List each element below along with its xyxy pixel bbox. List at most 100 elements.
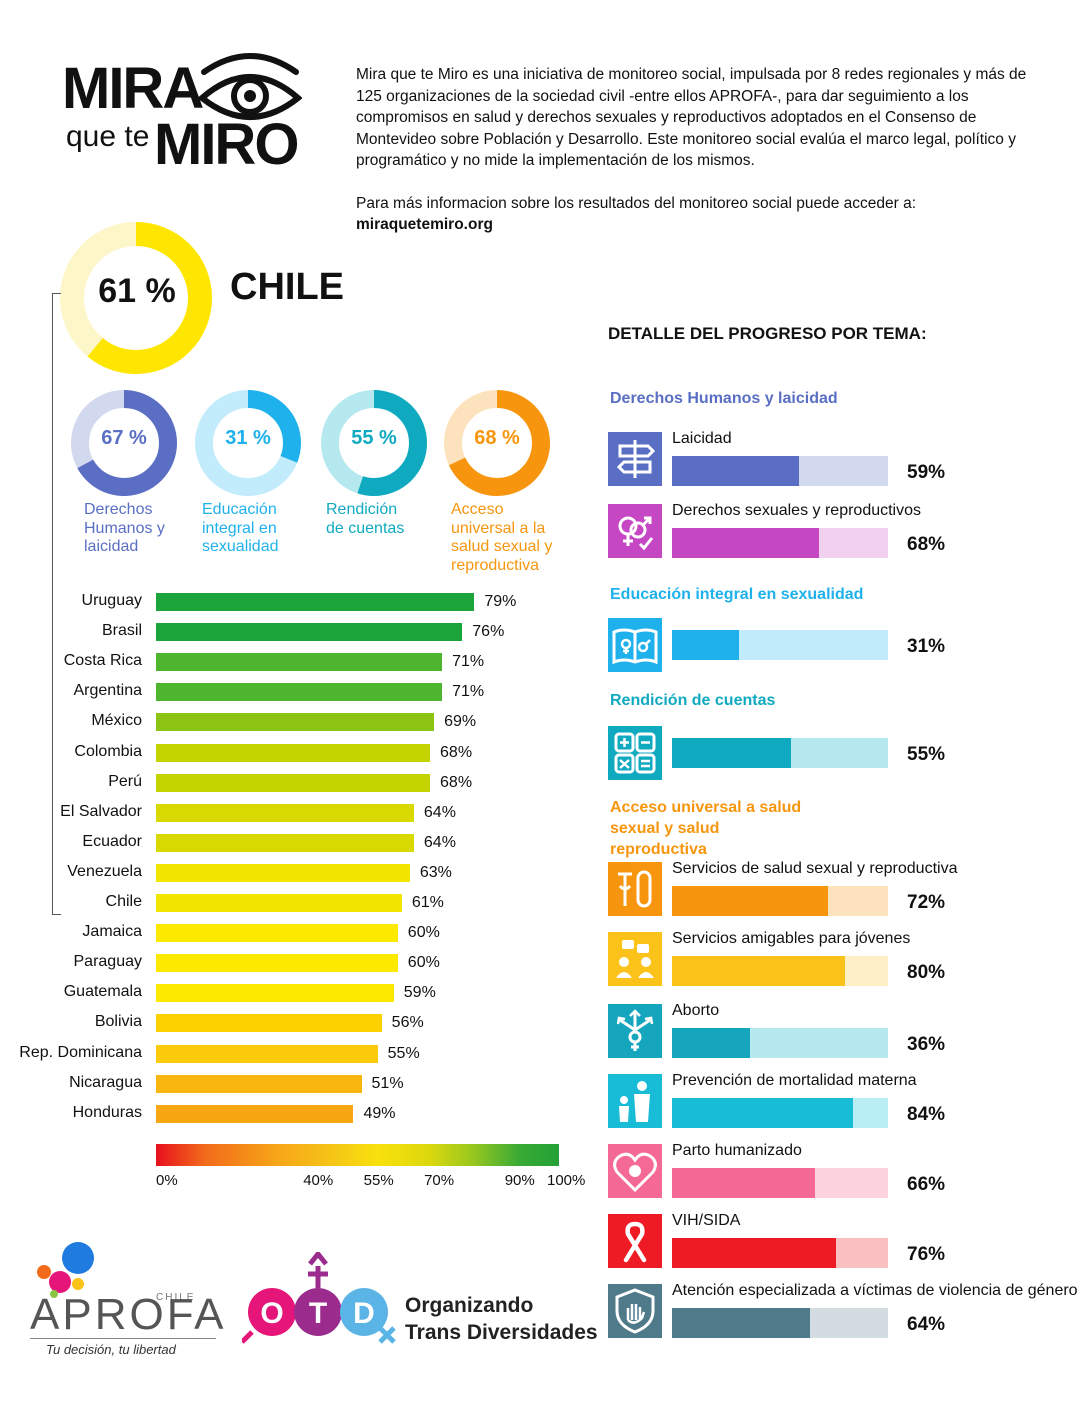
- chile-score-arc: [60, 222, 212, 374]
- svg-text:T: T: [309, 1297, 327, 1330]
- topic-value-rendicion-de-cuentas: 55%: [907, 744, 946, 765]
- calculator-icon: [608, 726, 662, 780]
- topic-bar-fill-vih-sida: [672, 1238, 837, 1268]
- topic-label-derechos-sexuales-y-reproductivos: Derechos sexuales y reproductivos: [672, 502, 922, 519]
- youth-chat-icon: [608, 932, 662, 986]
- country-value-mexico: 69%: [444, 713, 477, 731]
- topic-value-aborto: 36%: [907, 1034, 946, 1055]
- topic-value-servicios-amigables-para-jovenes: 80%: [907, 962, 946, 983]
- aprofa-divider: [30, 1338, 216, 1339]
- topic-label-prevencion-de-mortalidad-materna: Prevención de mortalidad materna: [672, 1072, 917, 1089]
- topic-bar-fill-derechos-sexuales-y-reproductivos: [672, 528, 819, 558]
- topic-label-servicios-de-salud-sexual-y-reproductiva: Servicios de salud sexual y reproductiva: [672, 860, 958, 877]
- detail-title: DETALLE DEL PROGRESO POR TEMA:: [608, 324, 927, 343]
- aprofa-dots-icon: [37, 1242, 94, 1298]
- donut-acceso-value: 68 %: [474, 427, 520, 449]
- country-label-mexico: México: [91, 712, 142, 730]
- country-value-venezuela: 63%: [419, 863, 452, 881]
- more-info: Para más informacion sobre los resultado…: [356, 193, 1056, 236]
- country-value-nicaragua: 51%: [371, 1074, 404, 1092]
- topic-bar-track: [672, 1238, 888, 1268]
- country-bar-peru: [156, 773, 431, 792]
- donut-arc-derechos-humanos-y-laicidad: [71, 390, 177, 496]
- topic-label-aborto: Aborto: [672, 1002, 720, 1019]
- country-bar-venezuela: [156, 863, 410, 882]
- scale-tick-55: 55%: [363, 1172, 394, 1189]
- donut-rendicion: [318, 387, 430, 499]
- topic-bar-fill-aborto: [672, 1028, 750, 1058]
- topic-label-laicidad: Laicidad: [672, 430, 732, 447]
- aprofa-logo-text: APROFA: [30, 1290, 227, 1339]
- country-value-jamaica: 60%: [407, 924, 440, 942]
- topic-bar-track: [672, 1308, 888, 1338]
- country-label-chile: Chile: [105, 893, 142, 910]
- country-bar-jamaica: [156, 924, 398, 943]
- topic-bar-track: [672, 528, 888, 558]
- medical-services-icon: [608, 862, 662, 916]
- intro-paragraph: Mira que te Miro es una iniciativa de mo…: [356, 66, 1027, 169]
- topic-value-prevencion-de-mortalidad-materna: 84%: [907, 1104, 946, 1125]
- country-value-argentina: 71%: [452, 683, 485, 701]
- topic-bar-fill-parto-humanizado: [672, 1168, 815, 1198]
- donut-educacion: [192, 387, 304, 499]
- donut-rendicion-value: 55 %: [351, 427, 397, 449]
- eye-icon: [198, 53, 302, 120]
- country-value-el-salvador: 64%: [423, 803, 456, 821]
- donut-educacion-value: 31 %: [225, 427, 271, 449]
- aprofa-tagline: Tu decisión, tu libertad: [46, 1342, 176, 1357]
- donut-acceso-label: Acceso universal a la salud sexual y rep…: [451, 501, 553, 574]
- country-bar-paraguay: [156, 954, 398, 973]
- book-icon: [608, 618, 662, 672]
- topic-value-parto-humanizado: 66%: [907, 1174, 946, 1195]
- country-title: CHILE: [230, 266, 344, 308]
- topic-value-educacion-integral-en-sexualidad: 31%: [907, 636, 946, 657]
- chile-score-donut: [60, 222, 212, 374]
- country-bar-bolivia: [156, 1014, 382, 1033]
- scale-tick-40: 40%: [303, 1172, 334, 1189]
- logo-miro-text: MIRO: [154, 112, 299, 177]
- topic-bar-track: [672, 1028, 888, 1058]
- country-label-venezuela: Venezuela: [67, 862, 142, 880]
- country-value-bolivia: 56%: [391, 1014, 424, 1032]
- country-value-guatemala: 59%: [403, 984, 436, 1002]
- country-bar-ecuador: [156, 833, 414, 852]
- country-bar-brasil: [156, 623, 463, 642]
- section-title-derechos-humanos-y-laicidad: Derechos Humanos y laicidad: [610, 390, 838, 407]
- topic-bar-fill-educacion-integral-en-sexualidad: [672, 630, 739, 660]
- country-bar-nicaragua: [156, 1074, 362, 1093]
- topic-label-vih-sida: VIH/SIDA: [672, 1212, 741, 1229]
- chile-score-label: 61 %: [98, 272, 176, 310]
- section-title-acceso-universal-a-salud-sexual-y-salud-reproductiva: Acceso universal a salud sexual y salud …: [610, 799, 802, 858]
- otd-name-line1: Organizando: [405, 1294, 534, 1317]
- topic-bar-fill-servicios-amigables-para-jovenes: [672, 956, 845, 986]
- topic-value-vih-sida: 76%: [907, 1244, 946, 1265]
- topic-bar-fill-rendicion-de-cuentas: [672, 738, 791, 768]
- country-label-brasil: Brasil: [101, 622, 142, 640]
- country-bar-mexico: [156, 713, 435, 732]
- mother-child-icon: [608, 1074, 662, 1128]
- aprofa-country: CHILE: [156, 1292, 196, 1303]
- country-label-peru: Perú: [108, 772, 142, 790]
- donut-derechos-humanos-value: 67 %: [101, 427, 147, 449]
- svg-text:D: D: [353, 1297, 375, 1330]
- gender-symbols-icon: [608, 504, 662, 558]
- country-label-paraguay: Paraguay: [73, 953, 143, 971]
- topic-bar-track: [672, 630, 888, 660]
- scale-tick-90: 90%: [504, 1172, 535, 1189]
- country-label-jamaica: Jamaica: [82, 923, 142, 941]
- country-label-bolivia: Bolivia: [94, 1013, 142, 1031]
- country-label-guatemala: Guatemala: [63, 983, 142, 1001]
- country-label-ecuador: Ecuador: [82, 832, 142, 850]
- scale-tick-100: 100%: [547, 1172, 586, 1189]
- svg-text:O: O: [260, 1297, 283, 1330]
- country-label-el-salvador: El Salvador: [60, 802, 142, 820]
- topic-value-derechos-sexuales-y-reproductivos: 68%: [907, 534, 946, 555]
- heart-baby-icon: [608, 1144, 662, 1198]
- color-scale-bar: [156, 1144, 559, 1166]
- more-info-text: Para más informacion sobre los resultado…: [356, 194, 917, 212]
- site-link[interactable]: miraquetemiro.org: [356, 216, 493, 233]
- country-value-ecuador: 64%: [423, 833, 456, 851]
- shield-hand-icon: [608, 1284, 662, 1338]
- country-bar-guatemala: [156, 984, 394, 1003]
- country-bar-honduras: [156, 1104, 354, 1123]
